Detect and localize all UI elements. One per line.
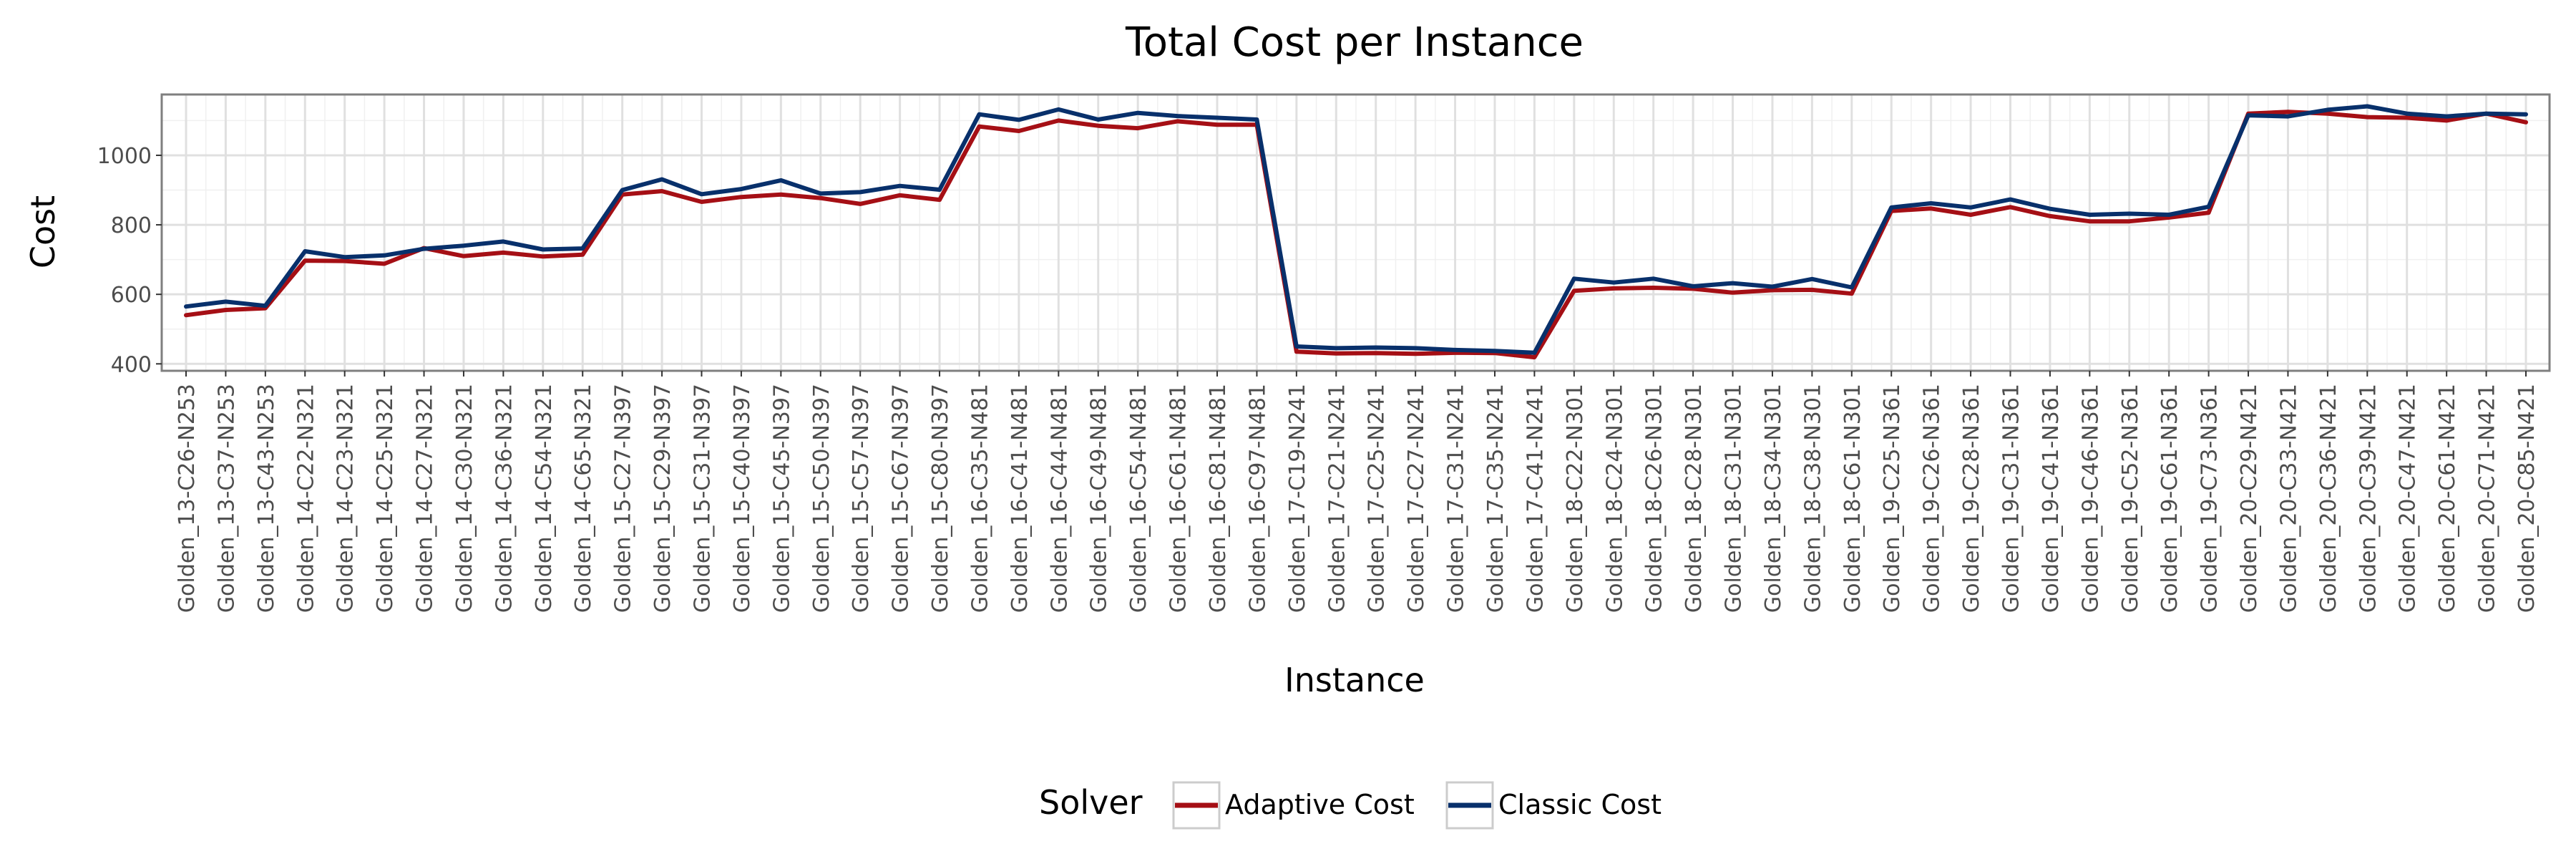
- y-tick-label: 1000: [97, 144, 152, 169]
- x-tick-label: Golden_16-C81-N481: [1206, 384, 1231, 613]
- x-tick-label: Golden_18-C38-N301: [1800, 384, 1825, 613]
- y-tick-label: 600: [111, 283, 152, 308]
- y-tick-label: 800: [111, 213, 152, 238]
- x-tick-label: Golden_14-C23-N321: [333, 384, 358, 613]
- x-tick-label: Golden_14-C25-N321: [373, 384, 398, 613]
- series-line-classic-cost: [184, 104, 2528, 355]
- x-tick-label: Golden_15-C29-N397: [650, 384, 675, 613]
- x-tick-label: Golden_20-C61-N421: [2435, 384, 2460, 613]
- x-tick-label: Golden_16-C49-N481: [1087, 384, 1112, 613]
- x-tick-label: Golden_17-C27-N241: [1404, 384, 1429, 613]
- x-tick-label: Golden_19-C25-N361: [1880, 384, 1905, 613]
- x-tick-label: Golden_17-C41-N241: [1523, 384, 1548, 613]
- x-tick-label: Golden_17-C31-N241: [1444, 384, 1469, 613]
- x-tick-label: Golden_20-C36-N421: [2316, 384, 2341, 613]
- x-tick-label: Golden_14-C22-N321: [293, 384, 318, 613]
- legend-label-adaptive-cost: Adaptive Cost: [1225, 789, 1415, 820]
- x-tick-label: Golden_14-C27-N321: [413, 384, 438, 613]
- axes: 400 600 800 1000 Golden_13-C26-N253 Golden_13…: [97, 144, 2540, 613]
- x-tick-label: Golden_15-C67-N397: [889, 384, 914, 613]
- x-tick-label: Golden_15-C50-N397: [809, 384, 834, 613]
- x-tick-label: Golden_15-C57-N397: [849, 384, 874, 613]
- x-tick-label: Golden_20-C71-N421: [2475, 384, 2500, 613]
- x-tick-label: Golden_18-C26-N301: [1642, 384, 1667, 613]
- x-tick-label: Golden_18-C28-N301: [1682, 384, 1707, 613]
- x-tick-label: Golden_17-C25-N241: [1365, 384, 1390, 613]
- y-tick-label: 400: [111, 352, 152, 377]
- x-tick-label: Golden_15-C31-N397: [691, 384, 716, 613]
- x-tick-label: Golden_19-C28-N361: [1959, 384, 1984, 613]
- series-line-adaptive-cost: [184, 110, 2528, 360]
- x-tick-label: Golden_20-C29-N421: [2237, 384, 2262, 613]
- x-tick-label: Golden_20-C39-N421: [2356, 384, 2381, 613]
- x-tick-label: Golden_13-C26-N253: [175, 384, 200, 613]
- plot-area: [160, 93, 2551, 372]
- chart-title: Total Cost per Instance: [1125, 19, 1584, 66]
- legend: Solver Adaptive Cost Classic Cost: [1039, 781, 1662, 830]
- x-tick-label: Golden_15-C45-N397: [769, 384, 794, 613]
- x-tick-label: Golden_17-C35-N241: [1483, 384, 1508, 613]
- x-tick-label: Golden_19-C41-N361: [2039, 384, 2064, 613]
- x-tick-label: Golden_19-C46-N361: [2078, 384, 2103, 613]
- x-tick-label: Golden_19-C52-N361: [2118, 384, 2143, 613]
- x-tick-label: Golden_19-C73-N361: [2197, 384, 2223, 613]
- legend-label-classic-cost: Classic Cost: [1498, 789, 1662, 820]
- x-tick-label: Golden_19-C26-N361: [1920, 384, 1945, 613]
- x-tick-label: Golden_16-C54-N481: [1126, 384, 1151, 613]
- x-tick-label: Golden_15-C40-N397: [730, 384, 755, 613]
- x-tick-label: Golden_18-C31-N301: [1722, 384, 1747, 613]
- x-tick-label: Golden_16-C97-N481: [1245, 384, 1270, 613]
- plot-border: [160, 93, 2551, 372]
- x-tick-label: Golden_16-C41-N481: [1008, 384, 1033, 613]
- x-tick-label: Golden_15-C80-N397: [928, 384, 953, 613]
- x-tick-label: Golden_17-C19-N241: [1285, 384, 1310, 613]
- x-tick-label: Golden_20-C85-N421: [2514, 384, 2540, 613]
- x-tick-label: Golden_18-C61-N301: [1840, 384, 1865, 613]
- x-tick-label: Golden_13-C43-N253: [254, 384, 279, 613]
- legend-title: Solver: [1039, 783, 1143, 822]
- x-tick-label: Golden_16-C44-N481: [1047, 384, 1072, 613]
- x-tick-label: Golden_20-C47-N421: [2396, 384, 2421, 613]
- x-tick-label: Golden_20-C33-N421: [2276, 384, 2301, 613]
- x-tick-label: Golden_19-C61-N361: [2157, 384, 2182, 613]
- x-tick-label: Golden_14-C36-N321: [492, 384, 517, 613]
- x-tick-label: Golden_15-C27-N397: [611, 384, 636, 613]
- x-tick-label: Golden_17-C21-N241: [1324, 384, 1350, 613]
- x-tick-label: Golden_14-C65-N321: [571, 384, 596, 613]
- x-tick-label: Golden_18-C22-N301: [1563, 384, 1588, 613]
- x-tick-label: Golden_14-C54-N321: [532, 384, 557, 613]
- x-axis-title: Instance: [1284, 661, 1425, 699]
- x-tick-label: Golden_16-C35-N481: [967, 384, 992, 613]
- x-tick-label: Golden_18-C24-N301: [1602, 384, 1627, 613]
- x-tick-label: Golden_13-C37-N253: [214, 384, 239, 613]
- x-tick-label: Golden_19-C31-N361: [1999, 384, 2024, 613]
- y-axis-title: Cost: [24, 195, 62, 268]
- x-tick-label: Golden_16-C61-N481: [1166, 384, 1191, 613]
- x-tick-label: Golden_18-C34-N301: [1761, 384, 1786, 613]
- x-tick-label: Golden_14-C30-N321: [452, 384, 477, 613]
